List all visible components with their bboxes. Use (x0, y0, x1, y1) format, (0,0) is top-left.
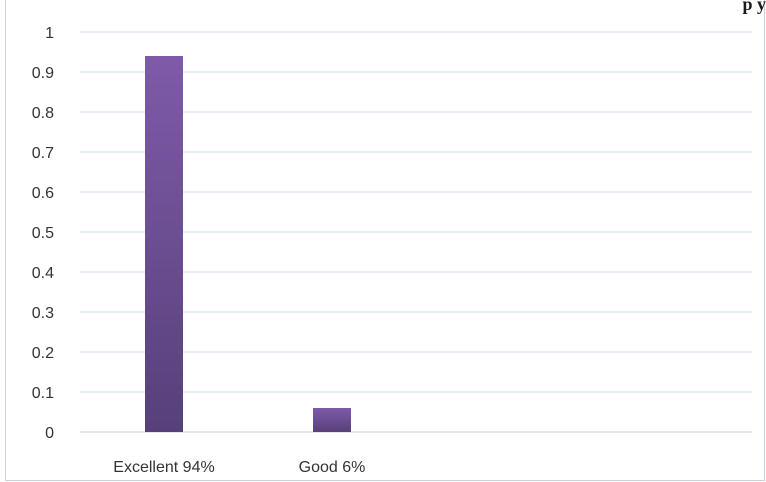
y-tick-label: 0.3 (32, 305, 54, 322)
y-tick-label: 0.5 (32, 225, 54, 242)
bar (145, 56, 183, 432)
bar (313, 408, 351, 432)
x-axis-category-labels: Excellent 94% Good 6% (113, 459, 365, 476)
y-tick-label: 0.4 (32, 265, 54, 282)
y-tick-label: 0.8 (32, 105, 54, 122)
y-tick-label: 0.6 (32, 185, 54, 202)
y-axis-tick-labels: 0 0.1 0.2 0.3 0.4 0.5 0.6 0.7 0.8 0.9 1 (32, 25, 54, 442)
y-tick-label: 0 (45, 425, 54, 442)
gridlines (80, 31, 752, 433)
y-tick-label: 0.9 (32, 65, 54, 82)
chart-frame (5, 0, 765, 481)
chart-title-fragment: p y (742, 0, 766, 14)
y-tick-label: 0.2 (32, 345, 54, 362)
x-category-label: Excellent 94% (113, 459, 214, 476)
x-category-label: Good 6% (299, 459, 366, 476)
y-tick-label: 0.7 (32, 145, 54, 162)
y-tick-label: 0.1 (32, 385, 54, 402)
y-tick-label: 1 (45, 25, 54, 42)
bars (145, 56, 351, 432)
